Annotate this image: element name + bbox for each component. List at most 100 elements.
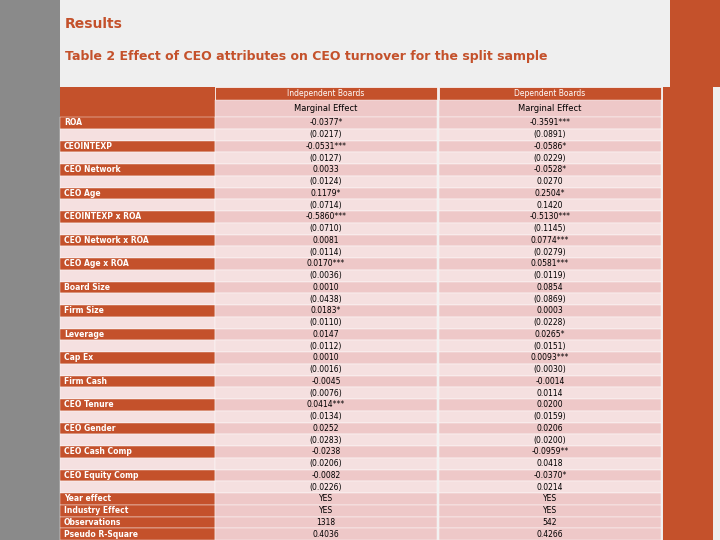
Text: 0.0214: 0.0214	[536, 483, 563, 491]
Text: ROA: ROA	[64, 118, 82, 127]
Bar	[60, 375, 215, 387]
Text: 0.0418: 0.0418	[536, 459, 563, 468]
Bar	[215, 469, 437, 481]
Text: -0.0377*: -0.0377*	[310, 118, 343, 127]
Text: (0.0114): (0.0114)	[310, 248, 342, 256]
Bar	[60, 293, 215, 305]
Bar	[60, 176, 215, 187]
Bar	[439, 469, 661, 481]
Text: CEO Age: CEO Age	[64, 189, 101, 198]
Text: Industry Effect: Industry Effect	[64, 506, 128, 515]
Bar	[439, 211, 661, 222]
Text: CEO Network: CEO Network	[64, 165, 121, 174]
Text: -0.0528*: -0.0528*	[534, 165, 567, 174]
Bar	[60, 117, 215, 129]
Bar	[439, 293, 661, 305]
Text: (0.1145): (0.1145)	[534, 224, 566, 233]
Bar	[215, 246, 437, 258]
Text: Leverage: Leverage	[64, 330, 104, 339]
Text: Firm Size: Firm Size	[64, 306, 104, 315]
Text: Cap Ex: Cap Ex	[64, 353, 93, 362]
Bar	[215, 481, 437, 493]
Text: 0.0170***: 0.0170***	[307, 259, 345, 268]
Text: CEOINTEXP: CEOINTEXP	[64, 142, 113, 151]
Text: (0.0076): (0.0076)	[310, 389, 343, 397]
Text: -0.0370*: -0.0370*	[534, 471, 567, 480]
Text: (0.0229): (0.0229)	[534, 153, 566, 163]
Text: CEO Tenure: CEO Tenure	[64, 400, 114, 409]
Bar	[439, 481, 661, 493]
Bar	[60, 434, 215, 446]
Bar	[215, 152, 437, 164]
Bar	[439, 340, 661, 352]
Text: -0.3591***: -0.3591***	[529, 118, 570, 127]
Text: (0.0279): (0.0279)	[534, 248, 567, 256]
Text: -0.0238: -0.0238	[311, 447, 341, 456]
Bar	[215, 422, 437, 434]
Bar	[215, 387, 437, 399]
Bar	[215, 364, 437, 375]
Bar	[60, 100, 215, 117]
Bar	[439, 222, 661, 234]
Bar	[439, 505, 661, 516]
Bar	[60, 270, 215, 281]
Text: (0.0710): (0.0710)	[310, 224, 342, 233]
Text: (0.0112): (0.0112)	[310, 342, 342, 350]
Text: (0.0228): (0.0228)	[534, 318, 566, 327]
Text: 0.0774***: 0.0774***	[531, 236, 570, 245]
Bar	[439, 422, 661, 434]
Bar	[60, 281, 215, 293]
Bar	[439, 87, 661, 100]
Text: 542: 542	[543, 518, 557, 527]
Text: Board Size: Board Size	[64, 283, 110, 292]
Text: 0.0081: 0.0081	[312, 236, 339, 245]
Text: (0.0030): (0.0030)	[534, 365, 567, 374]
Text: 0.0252: 0.0252	[312, 424, 339, 433]
Bar	[60, 87, 663, 540]
Text: 0.0183*: 0.0183*	[311, 306, 341, 315]
Bar	[215, 117, 437, 129]
Text: (0.0159): (0.0159)	[534, 412, 567, 421]
Text: Firm Cash: Firm Cash	[64, 377, 107, 386]
Bar	[60, 87, 215, 100]
Bar	[215, 258, 437, 270]
Bar	[60, 317, 215, 328]
Text: 0.1179*: 0.1179*	[311, 189, 341, 198]
Bar	[215, 176, 437, 187]
Bar	[60, 516, 215, 528]
Text: -0.0082: -0.0082	[311, 471, 341, 480]
Text: (0.0714): (0.0714)	[310, 201, 342, 210]
Bar	[439, 364, 661, 375]
Text: (0.0110): (0.0110)	[310, 318, 342, 327]
Bar	[215, 87, 437, 100]
Text: -0.0531***: -0.0531***	[305, 142, 346, 151]
Bar	[60, 505, 215, 516]
Text: 0.1420: 0.1420	[536, 201, 563, 210]
Bar	[60, 140, 215, 152]
Text: 1318: 1318	[316, 518, 336, 527]
Text: (0.0206): (0.0206)	[310, 459, 342, 468]
Text: YES: YES	[543, 495, 557, 503]
Bar	[0, 87, 60, 540]
Text: 0.4266: 0.4266	[536, 530, 563, 538]
Bar	[439, 281, 661, 293]
Bar	[215, 199, 437, 211]
Bar	[215, 140, 437, 152]
Bar	[60, 387, 215, 399]
Bar	[215, 222, 437, 234]
Text: 0.0003: 0.0003	[536, 306, 563, 315]
Text: CEO Cash Comp: CEO Cash Comp	[64, 447, 132, 456]
Text: Observations: Observations	[64, 518, 122, 527]
Bar	[215, 164, 437, 176]
Bar	[215, 458, 437, 469]
Bar	[439, 187, 661, 199]
Text: Marginal Effect: Marginal Effect	[518, 104, 582, 113]
Text: YES: YES	[319, 506, 333, 515]
Bar	[60, 258, 215, 270]
Bar	[60, 422, 215, 434]
Bar	[439, 270, 661, 281]
Text: (0.0891): (0.0891)	[534, 130, 566, 139]
Text: Year effect: Year effect	[64, 495, 111, 503]
Bar	[60, 211, 215, 222]
Bar	[60, 469, 215, 481]
